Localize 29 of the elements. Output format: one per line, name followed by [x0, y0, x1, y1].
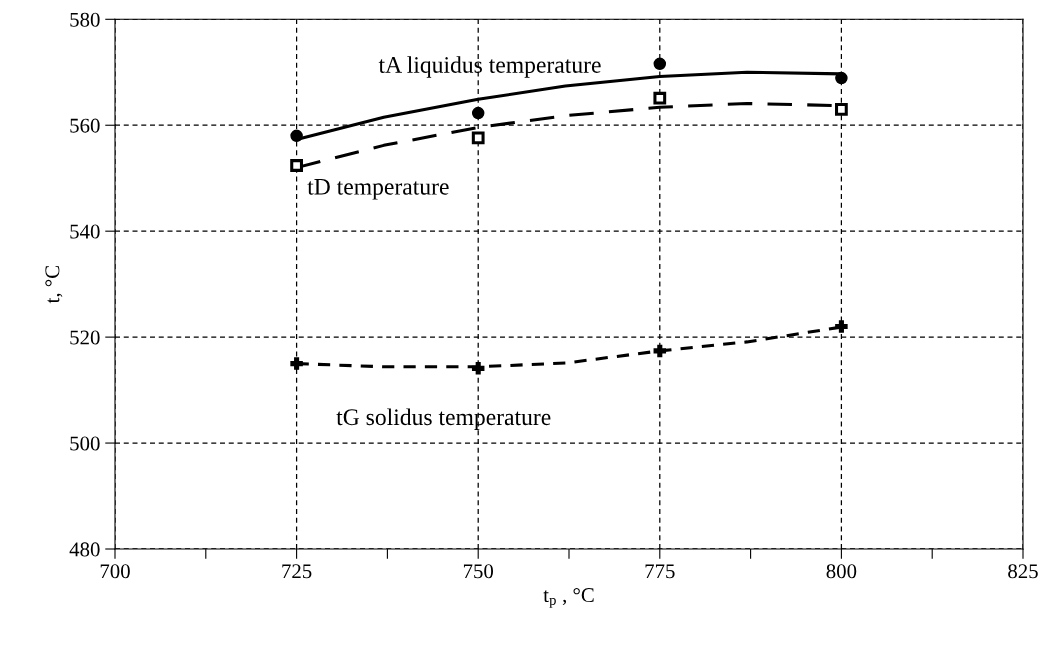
point — [290, 357, 303, 370]
point — [290, 159, 303, 172]
x-tick-label: 725 — [282, 564, 312, 579]
point — [471, 106, 485, 120]
annotation: tG solidus temperature — [336, 408, 551, 430]
x-tick-label: 750 — [463, 564, 494, 579]
x-tick-label: 700 — [100, 564, 130, 579]
y-tick-label: 540 — [70, 224, 100, 239]
point — [471, 362, 485, 375]
x-tick-label: 775 — [645, 564, 675, 579]
point — [835, 102, 848, 116]
annotation: tD temperature — [307, 179, 449, 200]
point — [471, 131, 485, 145]
x-axis-title: t$_{p}$ , °C — [543, 588, 594, 608]
y-tick-label: 580 — [70, 12, 100, 27]
annotation: tA liquidus temperature — [378, 56, 601, 78]
point — [653, 91, 667, 105]
point — [290, 129, 303, 143]
y-tick-label: 500 — [70, 436, 100, 451]
y-axis-title: t, °C — [45, 266, 63, 304]
point — [835, 320, 848, 333]
x-tick-label: 825 — [1008, 564, 1038, 579]
point — [835, 71, 848, 85]
y-tick-label: 520 — [70, 330, 100, 345]
y-tick-label: 480 — [69, 542, 100, 557]
y-tick-label: 560 — [70, 118, 100, 133]
point — [653, 57, 667, 71]
point — [653, 344, 667, 358]
x-tick-label: 800 — [826, 564, 857, 579]
